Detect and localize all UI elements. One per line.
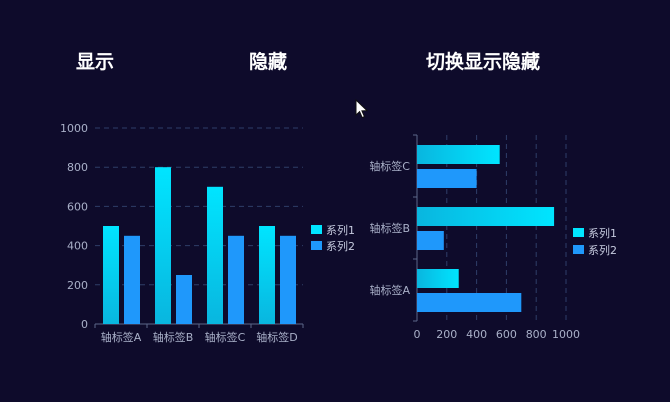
show-button[interactable]: 显示 (76, 46, 114, 78)
y-tick-label: 1000 (60, 122, 88, 135)
bar-series2[interactable] (417, 169, 477, 188)
x-tick-label: 轴标签A (101, 330, 142, 344)
y-tick-label: 轴标签A (369, 283, 410, 297)
y-tick-label: 轴标签B (369, 221, 410, 235)
bar-series2[interactable] (228, 235, 244, 324)
bar-series1[interactable] (417, 207, 555, 226)
x-tick-label: 轴标签D (256, 330, 297, 344)
x-tick-label: 400 (466, 328, 487, 341)
bar-series1[interactable] (259, 226, 275, 324)
legend-label[interactable]: 系列2 (326, 239, 355, 253)
y-tick-label: 600 (67, 200, 88, 213)
x-tick-label: 1000 (552, 328, 580, 341)
y-tick-label: 轴标签C (369, 159, 410, 173)
bar-series1[interactable] (207, 186, 223, 324)
x-tick-label: 轴标签C (205, 330, 246, 344)
bar-series2[interactable] (176, 275, 192, 324)
legend-swatch[interactable] (311, 241, 322, 250)
bar-series2[interactable] (280, 235, 296, 324)
legend-swatch[interactable] (573, 245, 584, 254)
y-tick-label: 800 (67, 161, 88, 174)
bar-series1[interactable] (417, 145, 500, 164)
legend-label[interactable]: 系列1 (588, 226, 617, 240)
legend-label[interactable]: 系列1 (326, 223, 355, 237)
legend-swatch[interactable] (573, 228, 584, 237)
x-tick-label: 0 (414, 328, 421, 341)
y-tick-label: 200 (67, 279, 88, 292)
legend-label[interactable]: 系列2 (588, 243, 617, 257)
x-tick-label: 600 (496, 328, 517, 341)
bar-series2[interactable] (417, 293, 522, 312)
legend-swatch[interactable] (311, 225, 322, 234)
bar-series1[interactable] (103, 226, 119, 324)
y-tick-label: 0 (81, 318, 88, 331)
hide-button[interactable]: 隐藏 (249, 46, 287, 78)
x-tick-label: 800 (526, 328, 547, 341)
x-tick-label: 200 (436, 328, 457, 341)
y-tick-label: 400 (67, 240, 88, 253)
bar-series2[interactable] (124, 235, 140, 324)
toggle-visibility-button[interactable]: 切换显示隐藏 (426, 46, 540, 78)
bar-series2[interactable] (417, 231, 444, 250)
mouse-pointer-icon (355, 99, 369, 119)
x-tick-label: 轴标签B (153, 330, 194, 344)
bar-series1[interactable] (155, 167, 171, 324)
bar-series1[interactable] (417, 269, 459, 288)
horizontal-bar-chart: 0 200 400 600 800 1000 轴标签A 轴标签B 轴标签C 系列1 系列2 (369, 134, 617, 341)
vertical-bar-chart: 0 200 400 600 800 1000 轴标签A 轴标签B 轴标签C 轴标签D 系列1 系列2 (60, 122, 355, 344)
